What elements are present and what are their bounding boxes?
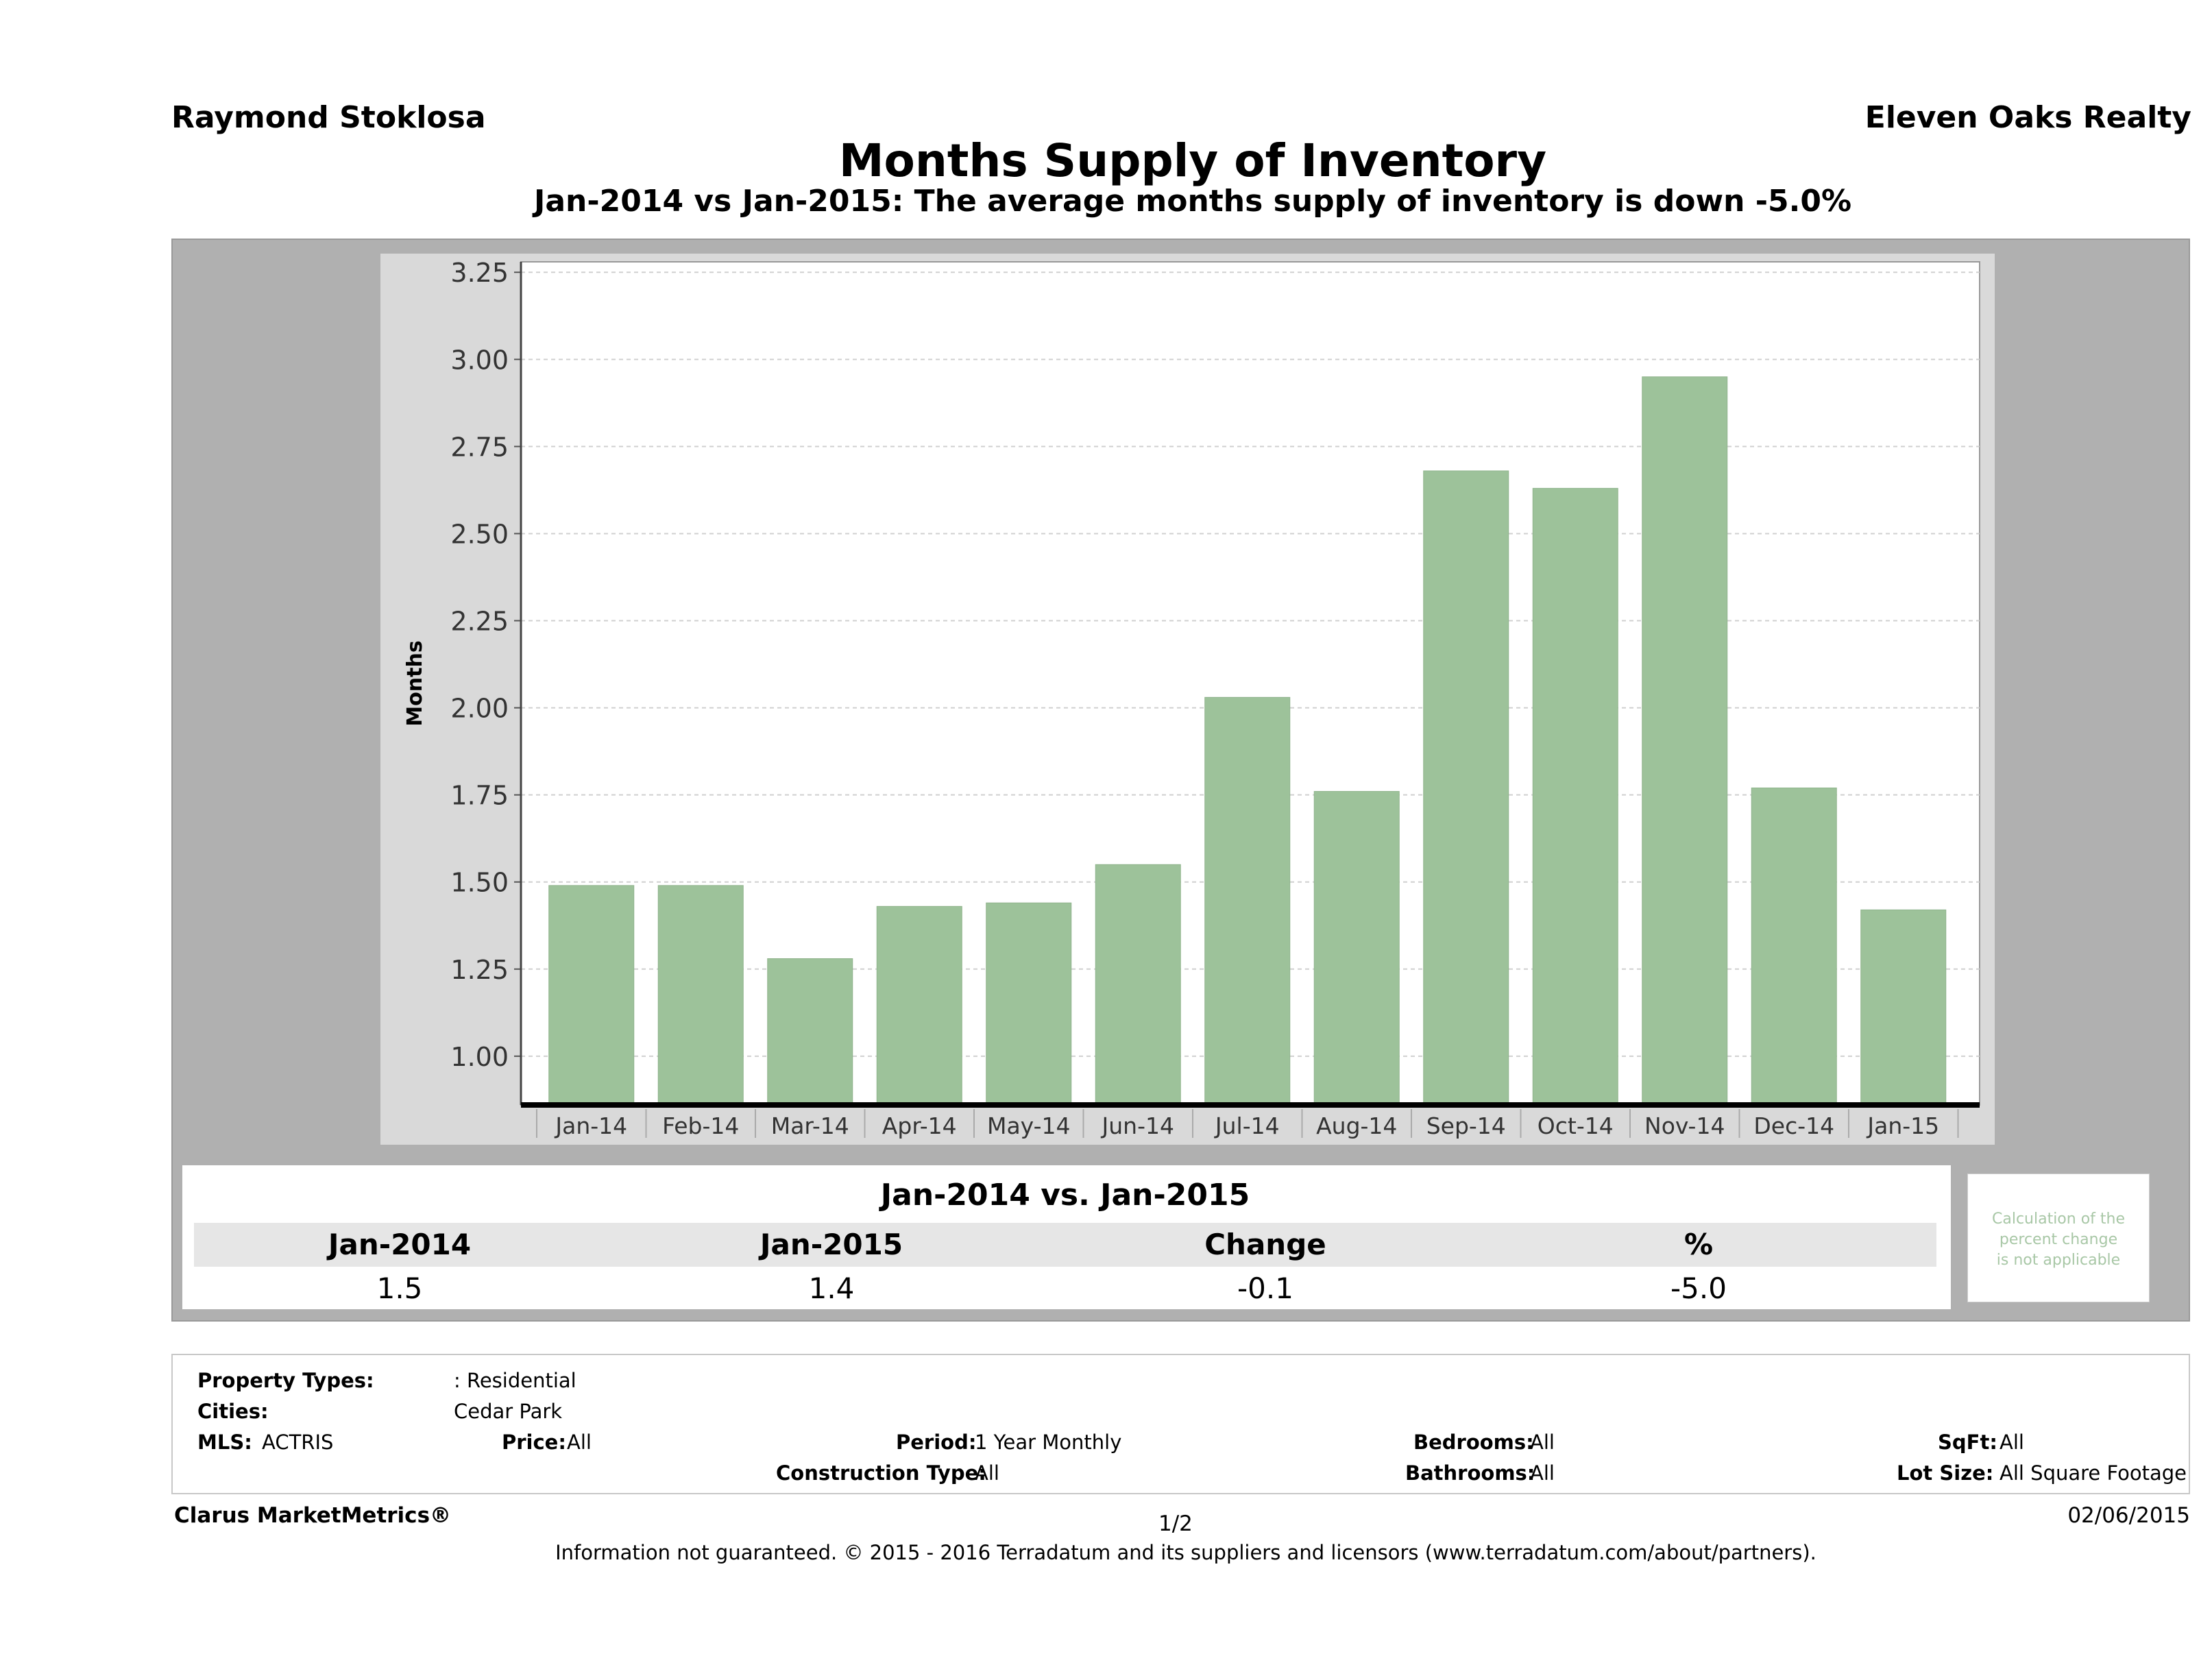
x-tick-label: Jun-14: [1101, 1112, 1174, 1139]
bar-nov-14: [1642, 376, 1728, 1106]
y-tick-label: 1.50: [450, 868, 509, 898]
x-tick-label: Dec-14: [1753, 1112, 1834, 1139]
y-tick-label: 2.75: [450, 432, 509, 462]
x-tick-label: Mar-14: [771, 1112, 849, 1139]
x-axis-ticks: Jan-14 Feb-14 Mar-14 Apr-14 May-14 Jun-14 Jul-…: [536, 1109, 1959, 1139]
x-tick-label: Apr-14: [882, 1112, 957, 1139]
y-tick-label: 2.00: [450, 694, 509, 724]
construction-type-label: Construction Type:: [776, 1461, 986, 1485]
x-tick-label: Jul-14: [1214, 1112, 1280, 1139]
x-tick-label: Oct-14: [1538, 1112, 1614, 1139]
bar-chart: 1.00 1.25 1.50 1.75 2.00 2.25 2.50 2.75 3.00 3.25…: [403, 258, 1980, 1139]
page-number: 1/2: [1158, 1511, 1193, 1536]
gridlines: [521, 271, 1980, 1057]
bar-jan-15: [1860, 909, 1947, 1106]
bar-mar-14: [767, 958, 853, 1106]
bar-jan-14: [548, 885, 635, 1106]
x-tick-label: Sep-14: [1426, 1112, 1506, 1139]
sqft-value: All: [2000, 1431, 2024, 1454]
cities-value: Cedar Park: [454, 1400, 563, 1423]
x-tick-label: Nov-14: [1644, 1112, 1725, 1139]
bar-dec-14: [1751, 787, 1837, 1106]
x-tick-label: Feb-14: [662, 1112, 739, 1139]
y-axis-ticks: 1.00 1.25 1.50 1.75 2.00 2.25 2.50 2.75 3.00 3.25: [450, 258, 521, 1072]
percent-note: Calculation of the percent change is not…: [1974, 1209, 2143, 1271]
percent-note-line: Calculation of the: [1991, 1211, 2126, 1228]
property-types-label: Property Types:: [197, 1369, 374, 1392]
x-tick-label: Aug-14: [1316, 1112, 1397, 1139]
period-value: 1 Year Monthly: [975, 1431, 1122, 1454]
value-jan-2014: 1.5: [376, 1272, 423, 1305]
bar-jul-14: [1204, 696, 1291, 1106]
bar-jun-14: [1095, 864, 1181, 1106]
percent-note-line: percent change: [1999, 1231, 2118, 1248]
comparison-values: 1.5 1.4 -0.1 -5.0: [194, 1269, 1936, 1308]
bathrooms-value: All: [1530, 1461, 1555, 1485]
sqft-label: SqFt:: [1938, 1431, 1997, 1454]
mls-value: ACTRIS: [262, 1431, 334, 1454]
bedrooms-value: All: [1530, 1431, 1555, 1454]
comparison-heading: Jan-2014 vs. Jan-2015: [194, 1174, 1936, 1217]
disclaimer: Information not guaranteed. © 2015 - 201…: [555, 1541, 1816, 1564]
bars: [548, 376, 1947, 1106]
lot-size-label: Lot Size:: [1897, 1461, 1994, 1485]
bar-sep-14: [1423, 470, 1509, 1106]
lot-size-value: All Square Footage: [2000, 1461, 2187, 1485]
price-label: Price:: [502, 1431, 566, 1454]
y-tick-label: 1.25: [450, 955, 509, 985]
bedrooms-label: Bedrooms:: [1413, 1431, 1534, 1454]
cities-label: Cities:: [197, 1400, 269, 1423]
report-date: 02/06/2015: [2067, 1503, 2190, 1528]
x-tick-label: Jan-15: [1866, 1112, 1939, 1139]
period-label: Period:: [896, 1431, 977, 1454]
value-jan-2015: 1.4: [808, 1272, 855, 1305]
report-title: Months Supply of Inventory: [838, 134, 1547, 187]
x-tick-label: Jan-14: [554, 1112, 627, 1139]
bar-aug-14: [1313, 791, 1400, 1106]
agent-name: Raymond Stoklosa: [171, 100, 486, 135]
y-tick-label: 1.75: [450, 781, 509, 811]
col-header-change: Change: [1204, 1228, 1326, 1261]
search-criteria: Property Types: : Residential Cities: Ce…: [171, 1354, 2190, 1494]
bar-apr-14: [876, 905, 962, 1106]
bar-oct-14: [1532, 487, 1618, 1106]
percent-note-line: is not applicable: [1996, 1252, 2121, 1269]
mls-label: MLS:: [197, 1431, 252, 1454]
footer-brand: Clarus MarketMetrics®: [174, 1503, 452, 1528]
col-header-percent: %: [1684, 1228, 1714, 1261]
col-header-jan-2014: Jan-2014: [328, 1228, 472, 1261]
value-percent: -5.0: [1670, 1272, 1727, 1305]
y-tick-label: 3.00: [450, 345, 509, 375]
value-change: -0.1: [1237, 1272, 1293, 1305]
bar-may-14: [986, 902, 1072, 1106]
y-tick-label: 2.25: [450, 607, 509, 637]
construction-type-value: All: [975, 1461, 999, 1485]
y-tick-label: 3.25: [450, 258, 509, 288]
bathrooms-label: Bathrooms:: [1405, 1461, 1535, 1485]
x-tick-label: May-14: [987, 1112, 1071, 1139]
y-tick-label: 2.50: [450, 519, 509, 549]
y-axis-label: Months: [403, 640, 427, 726]
broker-name: Eleven Oaks Realty: [1864, 100, 2191, 135]
price-value: All: [567, 1431, 592, 1454]
property-types-value: : Residential: [454, 1369, 576, 1392]
percent-note-box: [1967, 1174, 2150, 1302]
y-tick-label: 1.00: [450, 1042, 509, 1072]
report-subtitle: Jan-2014 vs Jan-2015: The average months…: [533, 184, 1852, 219]
comparison-column-headers: Jan-2014 Jan-2015 Change %: [194, 1223, 1936, 1267]
col-header-jan-2015: Jan-2015: [759, 1228, 903, 1261]
bar-feb-14: [657, 885, 744, 1106]
